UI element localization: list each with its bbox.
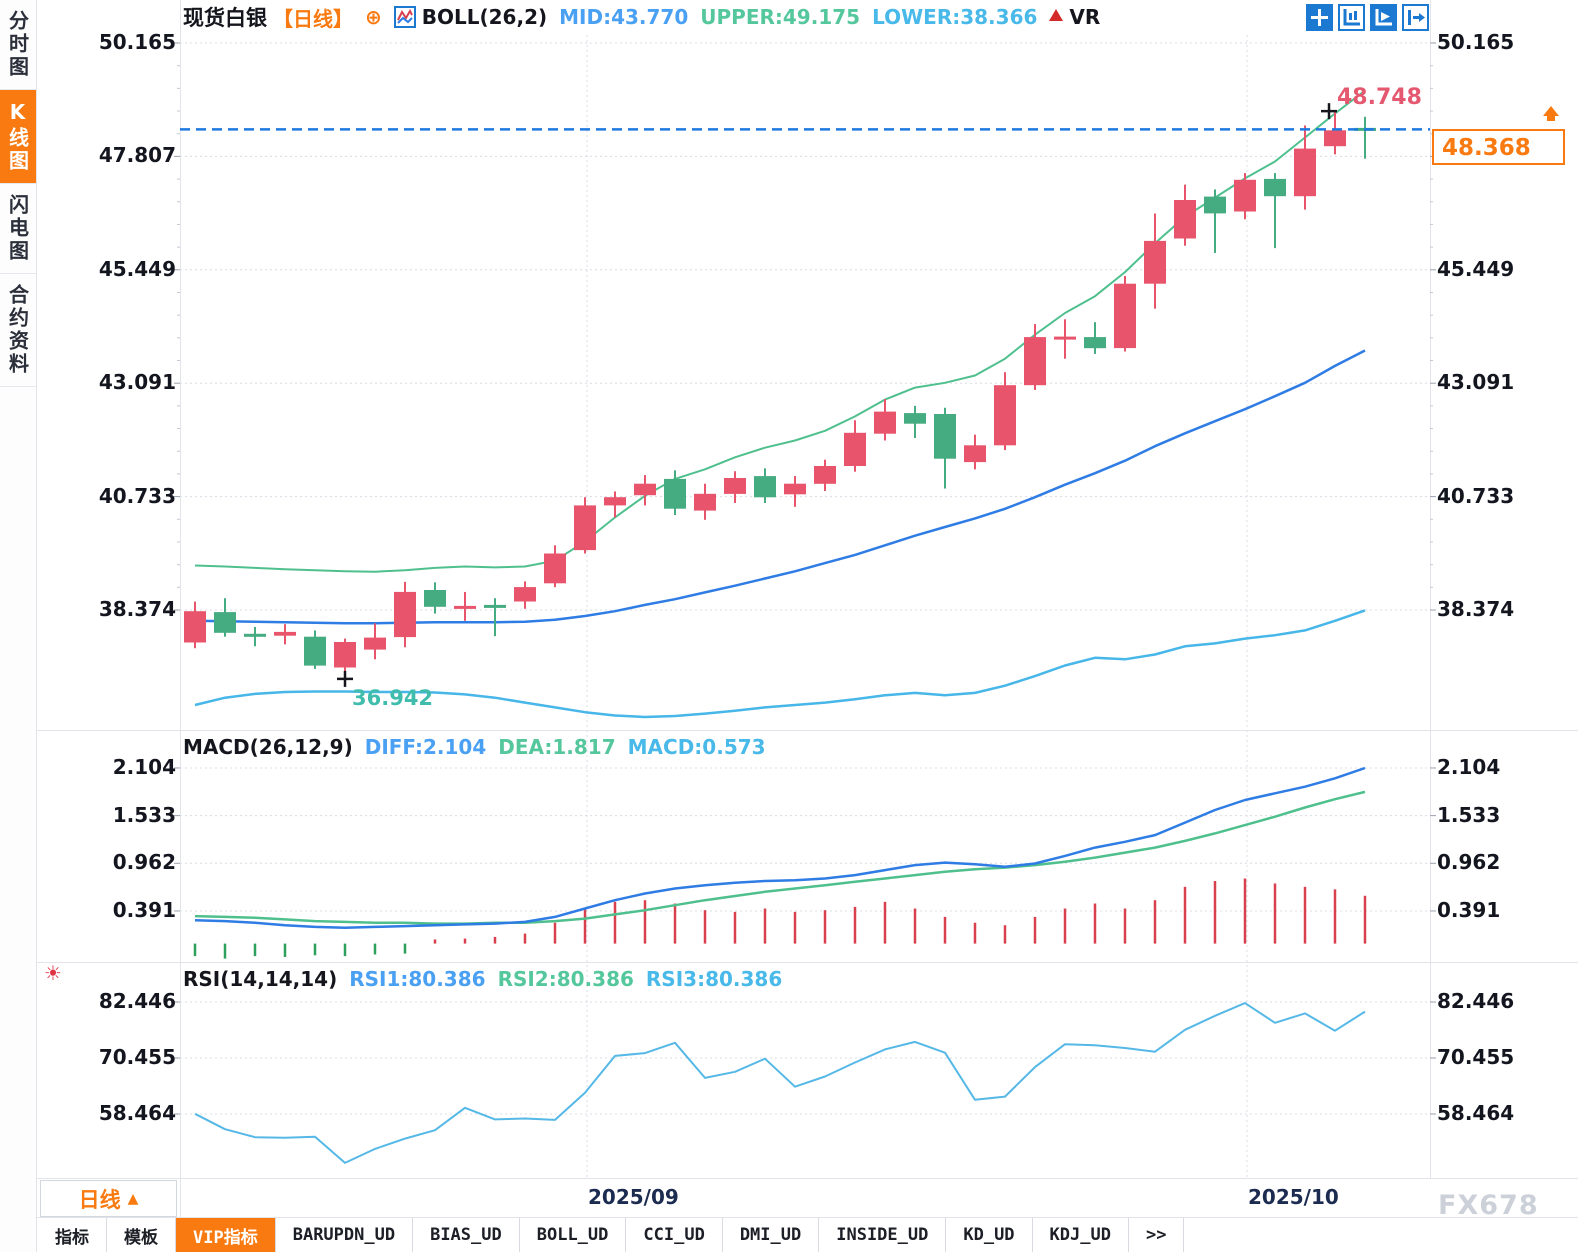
- vr-up-arrow-icon: [1049, 9, 1064, 21]
- axis-label: 45.449: [1437, 256, 1515, 281]
- exit-panel-icon[interactable]: [1402, 4, 1429, 31]
- sidebar-item-kline-chart[interactable]: K线图: [0, 90, 36, 184]
- boll-lower-value: LOWER:38.366: [872, 5, 1038, 29]
- tab-more[interactable]: >>: [1129, 1218, 1185, 1252]
- axis-label: 82.446: [98, 989, 176, 1013]
- axis-label: 40.733: [98, 483, 176, 508]
- period-label: 【日线】: [273, 6, 353, 31]
- axis-label: 40.733: [1437, 483, 1515, 508]
- axis-zoom-icon[interactable]: [1338, 4, 1365, 31]
- tab-kd[interactable]: KD_UD: [946, 1218, 1033, 1252]
- sidebar-item-time-chart[interactable]: 分时图: [0, 0, 36, 90]
- x-axis-label-sep: 2025/09: [588, 1185, 679, 1209]
- macd-title: MACD(26,12,9): [183, 735, 353, 759]
- add-indicator-icon[interactable]: ⊕: [365, 5, 382, 29]
- axis-label: 0.962: [1437, 850, 1501, 875]
- axis-label: 47.807: [98, 143, 176, 168]
- tab-indicators[interactable]: 指标: [38, 1218, 107, 1252]
- pan-icon[interactable]: [1306, 4, 1333, 31]
- indicator-tab-bar: 指标 模板 VIP指标 BARUPDN_UD BIAS_UD BOLL_UD CCI_UD D…: [38, 1218, 1578, 1252]
- low-price-label: 36.942: [352, 686, 434, 710]
- sidebar: 分时图 K线图 闪电图 合约资料: [0, 0, 37, 1252]
- period-selector-label: 日线: [78, 1187, 121, 1212]
- axis-label: 50.165: [98, 30, 176, 54]
- tab-bias[interactable]: BIAS_UD: [413, 1218, 520, 1252]
- main-chart-header: 现货白银 【日线】 ⊕ BOLL(26,2) MID:43.770 UPPER:…: [183, 4, 1101, 31]
- axis-label: 0.962: [112, 850, 176, 875]
- sidebar-item-contract-info[interactable]: 合约资料: [0, 274, 36, 387]
- macd-dea-value: DEA:1.817: [498, 735, 616, 759]
- sidebar-item-flash-chart[interactable]: 闪电图: [0, 184, 36, 274]
- axis-label: 2.104: [1437, 754, 1501, 779]
- boll-upper-value: UPPER:49.175: [700, 5, 861, 29]
- axis-label: 0.391: [112, 897, 176, 922]
- rsi2-value: RSI2:80.386: [497, 967, 634, 991]
- tab-kdj[interactable]: KDJ_UD: [1033, 1218, 1129, 1252]
- boll-mid-value: MID:43.770: [559, 5, 689, 29]
- axis-label: 0.391: [1437, 897, 1501, 922]
- axis-label: 38.374: [1437, 597, 1515, 622]
- axis-label: 1.533: [1437, 802, 1501, 827]
- tab-cci[interactable]: CCI_UD: [626, 1218, 723, 1252]
- tab-dmi[interactable]: DMI_UD: [723, 1218, 820, 1252]
- macd-panel-header: MACD(26,12,9) DIFF:2.104 DEA:1.817 MACD:…: [183, 734, 766, 760]
- axis-play-icon[interactable]: [1370, 4, 1397, 31]
- axis-label: 70.455: [1437, 1045, 1515, 1069]
- rsi1-value: RSI1:80.386: [349, 967, 486, 991]
- chart-toolbar: [1306, 4, 1429, 31]
- tab-templates[interactable]: 模板: [107, 1218, 176, 1252]
- last-price-tag: 48.368: [1432, 129, 1565, 165]
- tab-vip[interactable]: VIP指标: [176, 1218, 276, 1252]
- rsi-settings-icon[interactable]: ☀: [44, 961, 62, 985]
- watermark: FX678: [1438, 1190, 1539, 1221]
- axis-label: 70.455: [98, 1045, 176, 1069]
- rsi-title: RSI(14,14,14): [183, 967, 338, 991]
- period-selector[interactable]: 日线 ▲: [40, 1180, 177, 1217]
- axis-label: 58.464: [98, 1101, 176, 1125]
- indicator-name: BOLL(26,2): [421, 5, 548, 29]
- symbol-title: 现货白银: [183, 6, 267, 30]
- axis-label: 50.165: [1437, 30, 1515, 54]
- rsi-panel-header: RSI(14,14,14) RSI1:80.386 RSI2:80.386 RS…: [183, 966, 782, 992]
- axis-label: 82.446: [1437, 989, 1515, 1013]
- tab-inside[interactable]: INSIDE_UD: [819, 1218, 947, 1252]
- boll-indicator-icon: [393, 6, 416, 28]
- axis-label: 45.449: [98, 256, 176, 281]
- axis-label: 2.104: [112, 754, 176, 779]
- vr-label[interactable]: VR: [1069, 5, 1101, 29]
- macd-macd-value: MACD:0.573: [627, 735, 766, 759]
- tab-barupdn[interactable]: BARUPDN_UD: [276, 1218, 414, 1252]
- axis-label: 43.091: [98, 370, 176, 395]
- axis-label: 43.091: [1437, 370, 1515, 395]
- axis-label: 38.374: [98, 597, 176, 622]
- rsi3-value: RSI3:80.386: [645, 967, 783, 991]
- high-price-label: 48.748: [1337, 85, 1422, 110]
- macd-diff-value: DIFF:2.104: [364, 735, 487, 759]
- period-selector-arrow-icon: ▲: [127, 1190, 139, 1207]
- x-axis-label-oct: 2025/10: [1248, 1185, 1339, 1209]
- axis-label: 1.533: [112, 802, 176, 827]
- price-pin-icon: [1543, 106, 1561, 124]
- axis-label: 58.464: [1437, 1101, 1515, 1125]
- tab-boll[interactable]: BOLL_UD: [520, 1218, 627, 1252]
